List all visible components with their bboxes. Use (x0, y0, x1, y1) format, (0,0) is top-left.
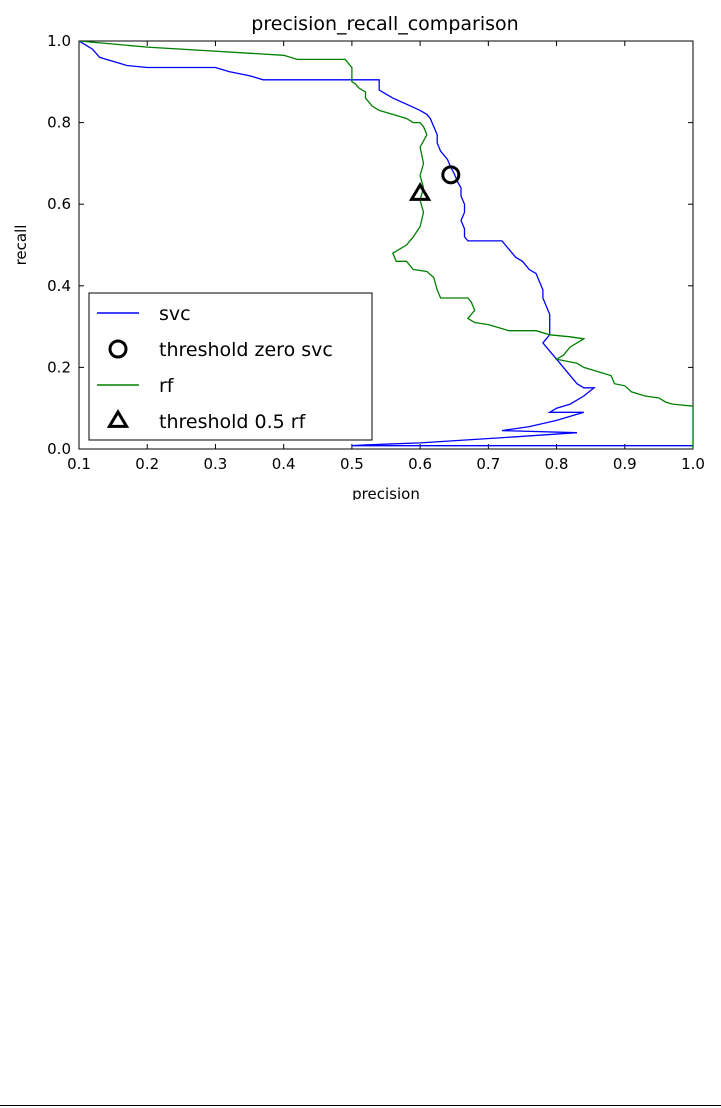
x-tick-label: 0.4 (272, 455, 296, 473)
legend-key-triangle (106, 409, 130, 428)
y-tick-label: 0.4 (47, 277, 71, 295)
legend: svc threshold zero svc rf threshold 0.5 rf (88, 292, 373, 441)
x-axis-label: precision (352, 485, 420, 500)
threshold-rf-marker (408, 182, 432, 201)
legend-box (88, 292, 373, 441)
y-tick-label: 0.2 (47, 358, 71, 376)
x-tick-label: 0.5 (340, 455, 364, 473)
y-tick-label: 0.8 (47, 114, 71, 132)
x-tick-label: 0.3 (204, 455, 228, 473)
x-tick-label: 1.0 (681, 455, 705, 473)
legend-key-circle (108, 339, 128, 359)
y-tick-label: 1.0 (47, 32, 71, 50)
axes-frame (78, 40, 694, 450)
x-tick-label: 0.7 (476, 455, 500, 473)
x-tick-label: 0.6 (408, 455, 432, 473)
legend-label: svc (159, 303, 191, 325)
chart-title: precision_recall_comparison (251, 13, 518, 35)
series-group (79, 41, 693, 449)
legend-label: rf (159, 375, 175, 397)
x-tick-label: 0.9 (613, 455, 637, 473)
threshold-zero-svc-marker (441, 165, 461, 185)
y-tick-label: 0.6 (47, 195, 71, 213)
legend-label: threshold 0.5 rf (159, 411, 307, 433)
x-tick-label: 0.2 (135, 455, 159, 473)
series-line-svc (79, 41, 693, 447)
y-axis-label: recall (12, 225, 30, 266)
y-tick-label: 0.0 (47, 440, 71, 458)
plot-area: 0.1 0.2 0.3 0.4 0.5 0.6 0.7 0.8 0.9 1.0 0.0 0.2 0.4 0… (47, 32, 705, 473)
page-bottom-rule (0, 1105, 721, 1106)
x-tick-label: 0.8 (545, 455, 569, 473)
x-tick-label: 0.1 (67, 455, 91, 473)
series-line-rf (79, 41, 693, 449)
legend-label: threshold zero svc (159, 339, 333, 361)
precision-recall-chart: precision_recall_comparison 0.1 0.2 0.3 0.4… (12, 13, 705, 500)
